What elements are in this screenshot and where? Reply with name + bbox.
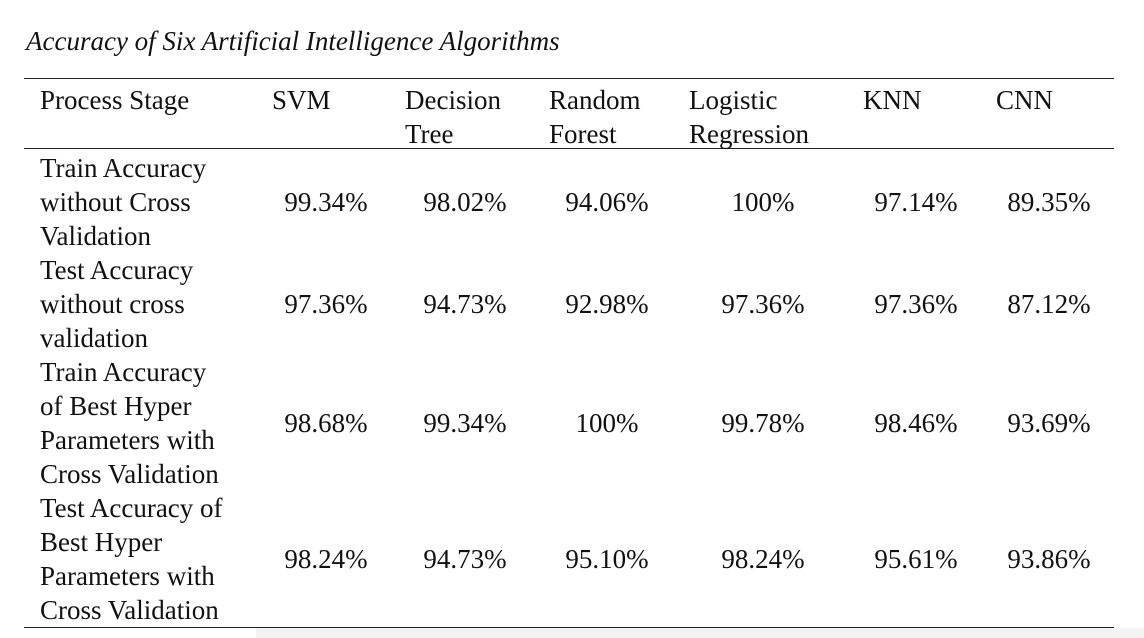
- cell-svm: 98.24%: [284, 544, 368, 574]
- stage-line: Validation: [40, 221, 151, 251]
- row-stage-label: Test Accuracy without cross validation: [40, 253, 193, 355]
- header-random-forest-line2: Forest: [549, 119, 617, 149]
- stage-line: Cross Validation: [40, 459, 219, 489]
- stage-line: validation: [40, 323, 148, 353]
- accuracy-table: Process Stage SVM Decision Tree Random F…: [24, 78, 1114, 628]
- cell-knn: 98.46%: [874, 408, 958, 438]
- cell-logistic-regression: 100%: [731, 187, 795, 217]
- stage-line: Train Accuracy: [40, 357, 207, 387]
- cell-logistic-regression: 98.24%: [721, 544, 805, 574]
- table-caption: Accuracy of Six Artificial Intelligence …: [26, 26, 560, 56]
- header-random-forest-line1: Random: [549, 85, 641, 115]
- stage-line: without cross: [40, 289, 185, 319]
- table-header-row: Process Stage SVM Decision Tree Random F…: [24, 79, 1114, 149]
- stage-line: of Best Hyper: [40, 391, 192, 421]
- table-row: Test Accuracy without cross validation 9…: [24, 253, 1114, 355]
- header-logistic-regression: Logistic Regression: [689, 83, 809, 151]
- header-decision-tree-line1: Decision: [405, 85, 501, 115]
- cell-svm: 97.36%: [284, 289, 368, 319]
- row-stage-label: Train Accuracy without Cross Validation: [40, 151, 206, 253]
- cell-random-forest: 95.10%: [565, 544, 649, 574]
- cell-cnn: 93.86%: [1007, 544, 1091, 574]
- row-stage-label: Train Accuracy of Best Hyper Parameters …: [40, 355, 219, 491]
- cell-decision-tree: 98.02%: [423, 187, 507, 217]
- header-decision-tree-line2: Tree: [405, 119, 454, 149]
- cell-svm: 99.34%: [284, 187, 368, 217]
- cell-cnn: 87.12%: [1007, 289, 1091, 319]
- row-stage-label: Test Accuracy of Best Hyper Parameters w…: [40, 491, 223, 627]
- page-bottom-shadow: [256, 628, 1144, 638]
- cell-decision-tree: 94.73%: [423, 289, 507, 319]
- table-row: Train Accuracy of Best Hyper Parameters …: [24, 355, 1114, 491]
- cell-random-forest: 100%: [575, 408, 639, 438]
- cell-decision-tree: 94.73%: [423, 544, 507, 574]
- cell-random-forest: 92.98%: [565, 289, 649, 319]
- cell-logistic-regression: 97.36%: [721, 289, 805, 319]
- cell-svm: 98.68%: [284, 408, 368, 438]
- header-knn: KNN: [863, 85, 922, 115]
- stage-line: Cross Validation: [40, 595, 219, 625]
- stage-line: Test Accuracy of: [40, 493, 223, 523]
- cell-cnn: 93.69%: [1007, 408, 1091, 438]
- cell-logistic-regression: 99.78%: [721, 408, 805, 438]
- stage-line: Best Hyper: [40, 527, 163, 557]
- cell-cnn: 89.35%: [1007, 187, 1091, 217]
- table-row: Test Accuracy of Best Hyper Parameters w…: [24, 491, 1114, 627]
- cell-knn: 97.14%: [874, 187, 958, 217]
- stage-line: Test Accuracy: [40, 255, 194, 285]
- header-process-stage: Process Stage: [40, 85, 190, 115]
- header-logistic-regression-line2: Regression: [689, 119, 809, 149]
- cell-knn: 97.36%: [874, 289, 958, 319]
- cell-knn: 95.61%: [874, 544, 958, 574]
- header-cnn: CNN: [996, 85, 1054, 115]
- header-logistic-regression-line1: Logistic: [689, 85, 778, 115]
- stage-line: Train Accuracy: [40, 153, 207, 183]
- stage-line: Parameters with: [40, 425, 215, 455]
- cell-random-forest: 94.06%: [565, 187, 649, 217]
- table-row: Train Accuracy without Cross Validation …: [24, 151, 1114, 253]
- stage-line: without Cross: [40, 187, 191, 217]
- cell-decision-tree: 99.34%: [423, 408, 507, 438]
- header-random-forest: Random Forest: [549, 83, 641, 151]
- header-svm: SVM: [272, 85, 331, 115]
- stage-line: Parameters with: [40, 561, 215, 591]
- header-decision-tree: Decision Tree: [405, 83, 501, 151]
